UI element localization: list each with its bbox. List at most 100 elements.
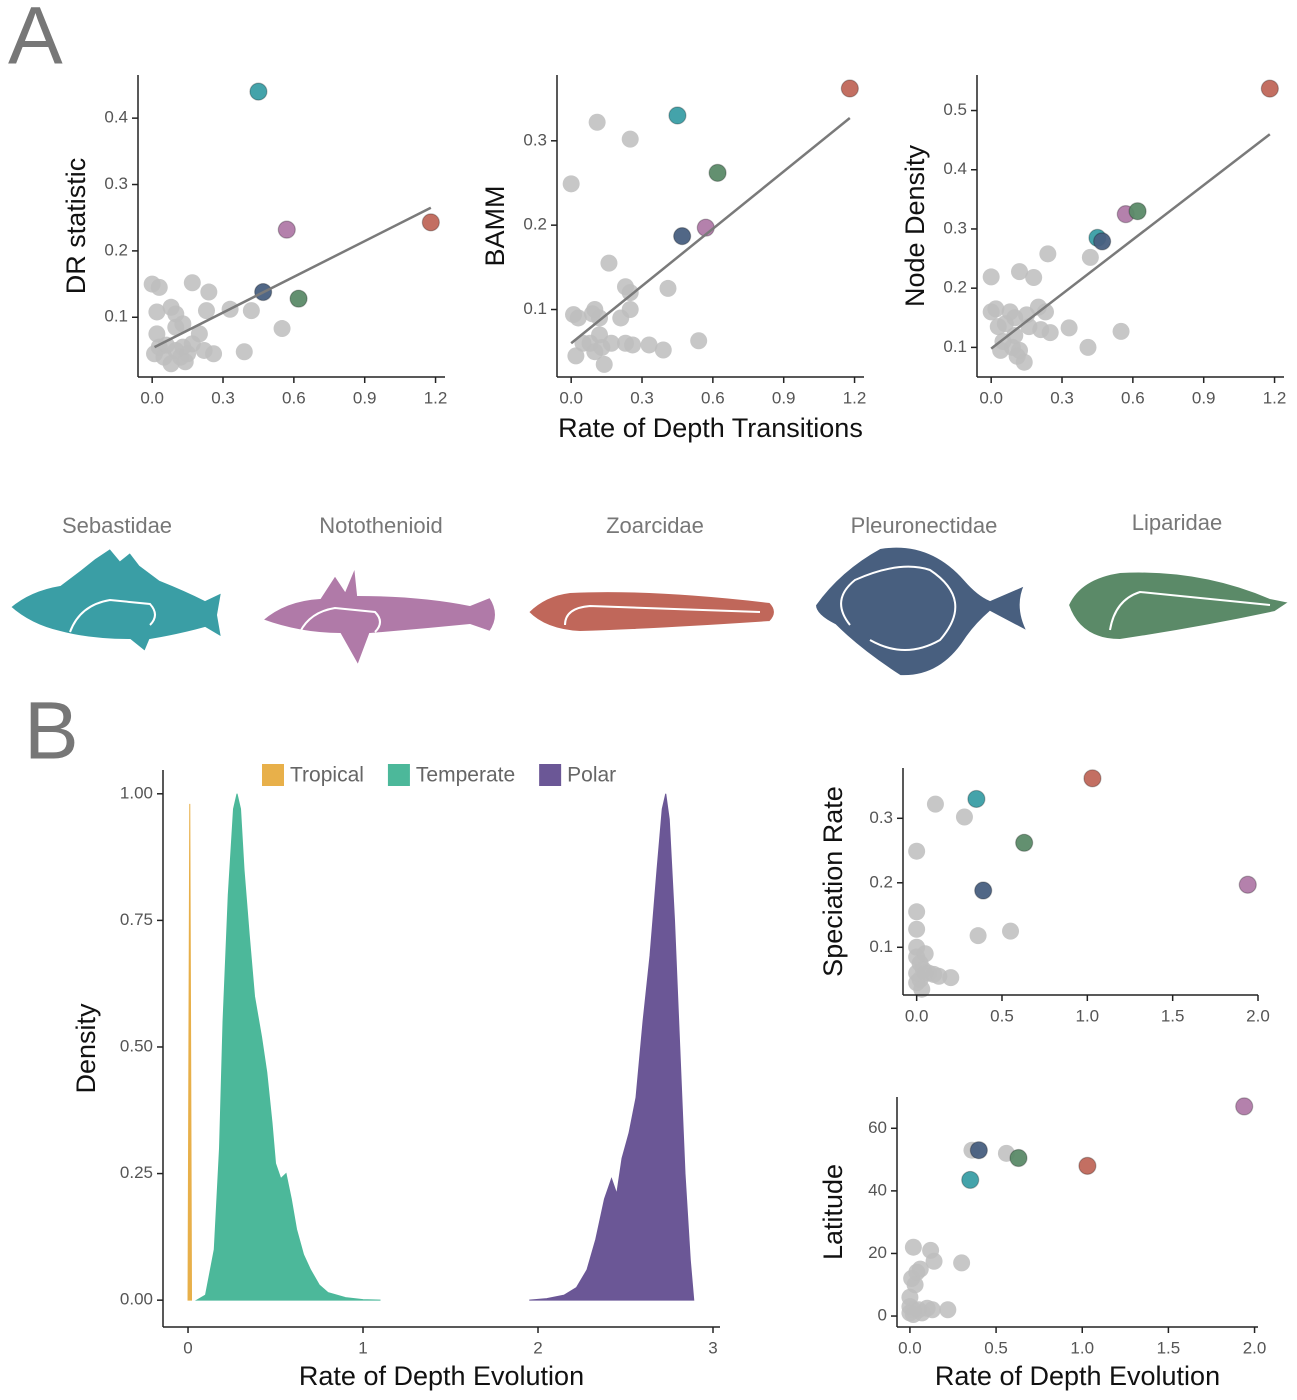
- point: [955, 808, 973, 826]
- x-tick-label: 1.5: [1161, 1006, 1185, 1025]
- y-tick-label: 0.1: [104, 307, 128, 326]
- point: [421, 213, 440, 232]
- fish-liparidae: [1066, 570, 1293, 642]
- point: [1015, 833, 1034, 852]
- point: [1008, 347, 1026, 365]
- y-tick-label: 0.3: [869, 808, 893, 827]
- x-tick-label: 0.0: [898, 1338, 922, 1357]
- point: [1025, 269, 1043, 287]
- point: [205, 345, 223, 363]
- y-tick-label: 0.2: [104, 240, 128, 259]
- point: [621, 130, 639, 148]
- point: [926, 795, 944, 813]
- point: [1011, 263, 1029, 281]
- point: [974, 881, 993, 900]
- species-label: Zoarcidae: [606, 513, 704, 538]
- x-tick-label: 0.6: [282, 388, 306, 407]
- y-tick-label: 0.1: [523, 299, 547, 318]
- point: [967, 789, 986, 809]
- point: [235, 343, 253, 361]
- x-tick-label: 0.3: [630, 388, 654, 407]
- point: [569, 309, 587, 327]
- point: [654, 341, 672, 359]
- y-tick-label: 0.00: [120, 1290, 153, 1309]
- point: [659, 279, 677, 297]
- y-axis-label: Speciation Rate: [818, 786, 848, 977]
- y-tick-label: 0.1: [943, 337, 967, 356]
- y-tick-label: 0: [878, 1306, 887, 1325]
- x-tick-label: 0.6: [701, 388, 725, 407]
- point: [602, 334, 620, 352]
- point: [1083, 769, 1102, 788]
- y-tick-label: 0.75: [120, 910, 153, 929]
- point: [562, 175, 580, 193]
- point: [289, 289, 308, 308]
- point: [197, 302, 215, 320]
- x-axis-label: Rate of Depth Evolution: [299, 1361, 584, 1391]
- x-tick-label: 0.0: [140, 388, 164, 407]
- y-tick-label: 0.25: [120, 1163, 153, 1182]
- fish-pleuronectidae: [813, 545, 1031, 678]
- y-tick-label: 0.2: [869, 872, 893, 891]
- y-axis-label: Node Density: [900, 144, 930, 307]
- y-tick-label: 0.4: [943, 159, 967, 178]
- point: [624, 336, 642, 354]
- x-tick-label: 0.9: [353, 388, 377, 407]
- x-tick-label: 2.0: [1246, 1006, 1270, 1025]
- x-tick-label: 2.0: [1243, 1338, 1267, 1357]
- y-axis-label: BAMM: [480, 186, 510, 267]
- point: [913, 980, 931, 998]
- point: [172, 348, 190, 366]
- y-axis-label: Density: [71, 1003, 101, 1094]
- chart-panel: 0.0 0.3 0.6 0.9 1.2 0.1 0.2 0.3 0.4 DR statistic: [61, 75, 447, 407]
- x-tick-label: 1: [358, 1338, 367, 1357]
- y-tick-label: 0.3: [104, 174, 128, 193]
- legend-label: Temperate: [416, 764, 515, 787]
- point: [840, 79, 859, 98]
- y-tick-label: 0.2: [523, 215, 547, 234]
- species-label: Notothenioid: [319, 513, 443, 538]
- density-area: [529, 793, 695, 1301]
- x-tick-label: 1.0: [1076, 1006, 1100, 1025]
- point: [908, 842, 926, 860]
- x-tick-label: 1.0: [1070, 1338, 1094, 1357]
- x-axis-label: Rate of Depth Transitions: [558, 413, 863, 443]
- y-tick-label: 1.00: [120, 783, 153, 802]
- fish-line: [299, 606, 381, 633]
- point: [673, 227, 692, 246]
- fit-line: [153, 206, 432, 349]
- point: [273, 320, 291, 338]
- point: [183, 335, 201, 353]
- y-axis-label: Latitude: [818, 1164, 848, 1260]
- point: [586, 343, 604, 361]
- point: [904, 1238, 922, 1256]
- legend-swatch: [262, 764, 284, 786]
- density-area: [187, 803, 193, 1301]
- y-axis-label: DR statistic: [61, 158, 91, 295]
- point: [969, 927, 987, 945]
- y-tick-label: 0.1: [869, 937, 893, 956]
- point: [939, 1301, 957, 1319]
- legend-swatch: [387, 764, 410, 786]
- point: [1041, 324, 1059, 342]
- point: [183, 274, 201, 292]
- point: [1238, 875, 1257, 894]
- fish-line: [69, 598, 156, 633]
- x-tick-label: 0.3: [211, 388, 235, 407]
- chart-panel: Tropical Temperate Polar 0 1 2 3 0.00 0.25 0.50 0.…: [71, 764, 720, 1391]
- point: [942, 969, 960, 987]
- y-tick-label: 0.4: [104, 108, 128, 127]
- point: [588, 113, 606, 131]
- chart-panel: 0.0 0.5 1.0 1.5 2.0 0 20 40 60 Latitude Rate of De…: [818, 1097, 1266, 1391]
- point: [277, 220, 296, 239]
- legend-label: Tropical: [290, 764, 364, 787]
- point: [916, 964, 934, 982]
- fish-line: [1109, 590, 1271, 631]
- y-tick-label: 0.5: [943, 100, 967, 119]
- fish-line: [840, 565, 957, 651]
- fit-line: [570, 117, 851, 345]
- y-tick-label: 60: [868, 1118, 887, 1137]
- point: [708, 163, 727, 182]
- density-area: [194, 793, 381, 1301]
